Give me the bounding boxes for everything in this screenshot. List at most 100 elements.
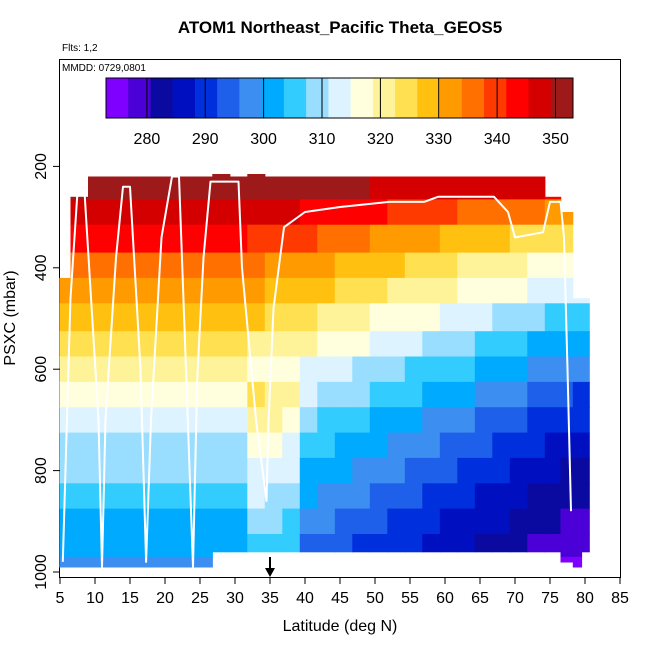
heat-cell <box>142 331 161 358</box>
heat-cell <box>572 331 583 358</box>
heat-cell <box>264 432 283 459</box>
heat-cell <box>317 303 336 332</box>
heat-cell <box>527 483 546 510</box>
heat-cell <box>264 534 283 553</box>
heat-cell <box>334 381 353 408</box>
x-tick-label: 20 <box>156 590 174 607</box>
heat-cell <box>59 356 72 383</box>
heat-cell <box>387 534 406 553</box>
heat-cell <box>229 356 248 383</box>
heat-cell <box>212 508 231 535</box>
heat-cell <box>177 534 196 558</box>
heat-cell <box>422 432 441 459</box>
x-tick-label: 45 <box>331 590 349 607</box>
heat-cell <box>509 381 528 408</box>
heat-cell <box>70 534 89 558</box>
heat-cell <box>264 381 283 408</box>
heat-cell <box>369 252 388 279</box>
heat-cell <box>439 303 458 332</box>
colorbar-tick-label: 330 <box>425 131 452 148</box>
heat-cell <box>369 224 388 254</box>
colorbar-swatch <box>550 78 574 118</box>
heat-cell <box>317 534 336 553</box>
heat-cell <box>212 457 231 484</box>
heat-cell <box>177 176 196 200</box>
heat-cell <box>88 277 108 304</box>
heat-cell <box>334 457 353 484</box>
heat-cell <box>282 508 301 535</box>
heat-cell <box>387 331 406 358</box>
heat-cell <box>229 224 248 254</box>
heat-cell <box>70 277 89 304</box>
colorbar-swatch <box>150 78 174 118</box>
heat-cell <box>264 176 283 200</box>
heat-cell <box>439 381 458 408</box>
colorbar-tick-label: 280 <box>134 131 161 148</box>
heat-cell <box>439 331 458 358</box>
heat-cell <box>457 224 476 254</box>
heat-cell <box>317 407 336 434</box>
heat-cell <box>509 277 528 304</box>
heat-cell <box>560 381 574 408</box>
heat-cell <box>560 407 574 434</box>
heat-cell <box>457 457 476 484</box>
heat-cell <box>299 457 318 484</box>
heat-cell <box>352 381 371 408</box>
heat-cell <box>212 331 231 358</box>
heat-cell <box>387 432 406 459</box>
heat-cell <box>107 534 126 558</box>
heat-cell <box>282 407 301 434</box>
heat-cell <box>544 483 562 510</box>
heat-cell <box>317 381 336 408</box>
heat-cell <box>59 331 72 358</box>
heat-cell <box>142 483 161 510</box>
colorbar-swatch <box>106 78 129 118</box>
heat-cell <box>404 407 423 434</box>
heat-cell <box>474 483 493 510</box>
heat-cell <box>334 252 353 279</box>
heat-cell <box>560 277 574 304</box>
heat-cell <box>282 457 301 484</box>
heat-cell <box>264 483 283 510</box>
heat-cell <box>282 356 301 383</box>
heat-cell <box>299 176 318 200</box>
heat-cell <box>474 331 493 358</box>
heat-cell <box>177 457 196 484</box>
heat-cell <box>544 252 562 279</box>
heat-cell <box>509 508 528 535</box>
heat-cell <box>544 432 562 459</box>
heat-cell <box>59 556 72 568</box>
heat-cell <box>422 508 441 535</box>
heat-cell <box>492 303 511 332</box>
heat-cell <box>317 176 336 200</box>
heat-cell <box>439 356 458 383</box>
heat-cell <box>212 303 231 332</box>
heat-cell <box>404 356 423 383</box>
heat-cell <box>142 199 161 226</box>
heat-cell <box>229 508 248 535</box>
heat-cell <box>107 303 126 332</box>
heat-cell <box>282 381 301 408</box>
heat-cell <box>492 224 511 254</box>
colorbar-swatch <box>283 78 307 118</box>
heat-cell <box>317 277 336 304</box>
heat-cell <box>107 556 126 568</box>
heat-cell <box>572 432 583 459</box>
heat-cell <box>194 224 213 254</box>
heat-cell <box>59 303 72 332</box>
heat-cell <box>177 331 196 358</box>
heat-cell <box>509 432 528 459</box>
heat-cell <box>194 331 213 358</box>
heat-cell <box>352 331 371 358</box>
heat-cell <box>509 483 528 510</box>
heat-cell <box>572 556 583 568</box>
heat-cell <box>439 457 458 484</box>
heat-cell <box>159 277 178 304</box>
heat-cell <box>581 457 590 484</box>
heat-cell <box>474 356 493 383</box>
heat-cell <box>492 356 511 383</box>
heat-cell <box>194 483 213 510</box>
heat-cell <box>492 277 511 304</box>
heat-cell <box>124 483 143 510</box>
heat-cell <box>387 483 406 510</box>
